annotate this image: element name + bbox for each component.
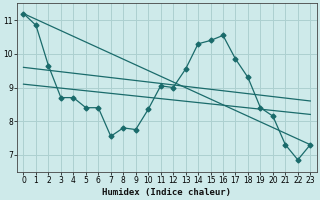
X-axis label: Humidex (Indice chaleur): Humidex (Indice chaleur) <box>102 188 231 197</box>
